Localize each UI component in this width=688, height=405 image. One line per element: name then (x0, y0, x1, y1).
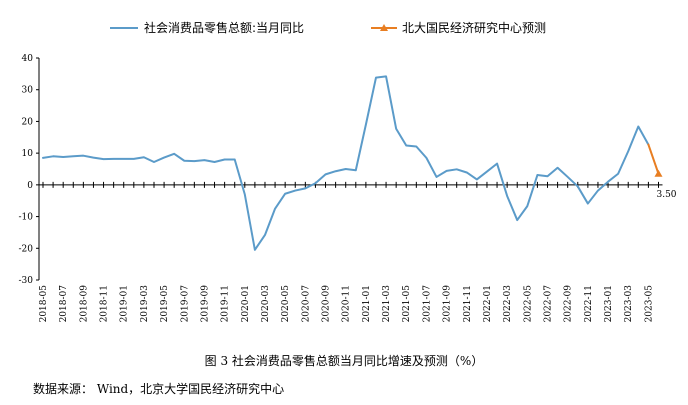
legend-marker-forecast (380, 24, 388, 31)
x-tick-label: 2021-09 (443, 285, 453, 323)
x-tick-label: 2019-01 (120, 285, 130, 322)
x-tick-label: 2019-09 (200, 285, 210, 323)
x-tick-label: 2022-07 (544, 285, 554, 323)
x-tick-label: 2023-01 (604, 285, 614, 322)
x-tick-label: 2020-03 (261, 285, 271, 323)
y-tick-label: 10 (22, 149, 34, 159)
x-tick-label: 2021-11 (463, 285, 473, 322)
series-line-1 (647, 143, 660, 175)
y-axis: 40 30 20 10 0 -10 -20 -30 (19, 54, 40, 286)
x-tick-label: 2022-05 (523, 285, 533, 323)
annotation-layer: 3.50 (656, 190, 676, 200)
y-tick-label: -10 (19, 213, 34, 223)
x-tick-label: 2021-07 (422, 285, 432, 323)
x-tick-label: 2020-11 (342, 285, 352, 322)
figure-caption: 图 3 社会消费品零售总额当月同比增速及预测（%） (204, 354, 484, 368)
x-tick-label: 2020-05 (281, 285, 291, 323)
x-tick-label: 2019-11 (221, 285, 231, 322)
y-tick-label: 30 (22, 86, 34, 96)
x-tick-label: 2021-03 (382, 285, 392, 323)
x-tick-label: 2018-09 (79, 285, 89, 323)
x-tick-label: 2022-11 (584, 285, 594, 322)
x-tick-label: 2020-01 (241, 285, 251, 322)
forecast-value-label: 3.50 (656, 190, 676, 200)
legend: 社会消费品零售总额:当月同比 北大国民经济研究中心预测 (110, 20, 546, 35)
y-tick-label: -30 (19, 276, 34, 286)
y-tick-label: 20 (22, 117, 34, 127)
x-tick-label: 2020-07 (301, 285, 311, 323)
y-tick-label: 40 (22, 54, 34, 64)
x-tick-label: 2018-11 (100, 285, 110, 322)
x-axis: 2018-05 2018-07 2018-09 2018-11 2019-01 2019-… (39, 181, 663, 323)
x-tick-label: 2018-05 (39, 285, 49, 323)
x-tick-label: 2019-03 (140, 285, 150, 323)
legend-label-forecast: 北大国民经济研究中心预测 (402, 20, 546, 35)
series-layer (42, 75, 663, 251)
x-tick-label: 2019-07 (180, 285, 190, 323)
x-tick-label: 2021-05 (402, 285, 412, 323)
x-tick-label: 2022-01 (483, 285, 493, 322)
chart: 社会消费品零售总额:当月同比 北大国民经济研究中心预测 40 30 20 10 0 -10… (19, 20, 677, 323)
y-tick-label: -20 (19, 244, 34, 254)
x-tick-label: 2022-03 (503, 285, 513, 323)
series-marker-1 (654, 169, 663, 177)
x-tick-label: 2021-01 (362, 285, 372, 322)
x-tick-label: 2022-09 (564, 285, 574, 323)
series-line-0 (42, 75, 650, 251)
x-tick-label: 2020-09 (322, 285, 332, 323)
legend-label-actual: 社会消费品零售总额:当月同比 (144, 20, 304, 35)
x-tick-label: 2023-05 (644, 285, 654, 323)
x-tick-label: 2018-07 (59, 285, 69, 323)
data-source-note: 数据来源： Wind，北京大学国民经济研究中心 (33, 382, 285, 396)
y-tick-label: 0 (27, 181, 33, 191)
x-tick-label: 2019-05 (160, 285, 170, 323)
x-tick-label: 2023-03 (624, 285, 634, 323)
